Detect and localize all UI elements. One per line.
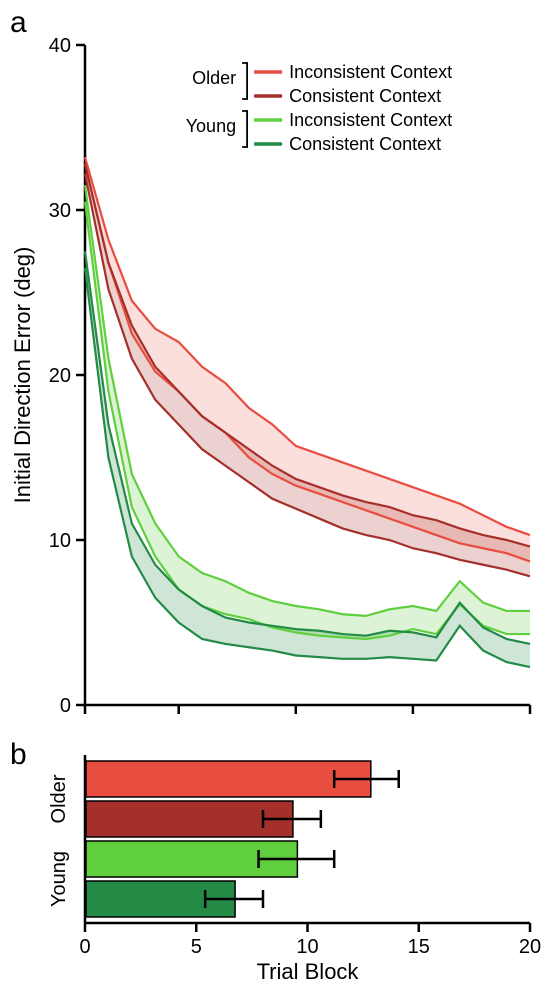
- svg-text:Older: Older: [48, 774, 70, 823]
- svg-text:Trial Block: Trial Block: [257, 959, 360, 984]
- svg-text:0: 0: [60, 695, 71, 717]
- svg-text:Consistent Context: Consistent Context: [289, 86, 441, 106]
- svg-text:30: 30: [49, 200, 71, 222]
- panel-a-chart: 0 10 20 30 40 Initial Direction Error (deg) Ol…: [0, 0, 551, 740]
- svg-text:Older: Older: [192, 68, 236, 88]
- svg-text:10: 10: [296, 936, 318, 958]
- svg-text:20: 20: [519, 936, 541, 958]
- svg-text:15: 15: [408, 936, 430, 958]
- svg-text:40: 40: [49, 35, 71, 57]
- svg-text:Young: Young: [48, 851, 70, 907]
- svg-text:0: 0: [79, 936, 90, 958]
- svg-text:5: 5: [191, 936, 202, 958]
- svg-text:Inconsistent Context: Inconsistent Context: [289, 110, 452, 130]
- svg-text:Young: Young: [186, 116, 236, 136]
- svg-text:10: 10: [49, 530, 71, 552]
- figure-root: a b 010203040Initial Direction Error (de…: [0, 0, 551, 987]
- svg-text:Initial Direction Error (deg): Initial Direction Error (deg): [10, 247, 35, 504]
- svg-text:Inconsistent Context: Inconsistent Context: [289, 62, 452, 82]
- panel-b-chart: 0 5 10 15 20 Trial Block Older Young: [0, 740, 551, 987]
- svg-text:Consistent Context: Consistent Context: [289, 134, 441, 154]
- svg-text:20: 20: [49, 365, 71, 387]
